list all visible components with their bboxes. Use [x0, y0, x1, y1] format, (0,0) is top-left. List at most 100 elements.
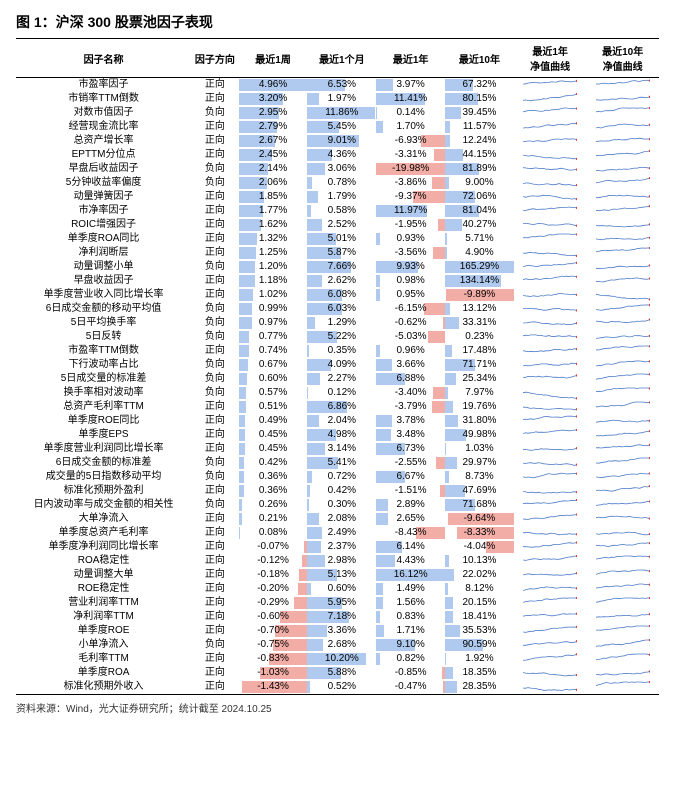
table-row: 动量弹簧因子正向1.85%1.79%-9.37%72.06%: [16, 190, 659, 204]
value-cell: 0.12%: [307, 386, 376, 400]
value-cell: 5.01%: [307, 232, 376, 246]
factor-direction: 负向: [191, 372, 239, 386]
factor-name: 单季度ROE: [16, 624, 191, 638]
value-cell: 0.72%: [307, 470, 376, 484]
value-cell: -3.56%: [376, 246, 445, 260]
factor-name: 单季度EPS: [16, 428, 191, 442]
factor-direction: 负向: [191, 638, 239, 652]
value-cell: 0.77%: [239, 330, 308, 344]
value-cell: 1.18%: [239, 274, 308, 288]
value-cell: 31.80%: [445, 414, 514, 428]
value-cell: 18.35%: [445, 666, 514, 680]
value-cell: 9.93%: [376, 260, 445, 274]
value-cell: 1.77%: [239, 204, 308, 218]
table-row: 换手率相对波动率负向0.57%0.12%-3.40%7.97%: [16, 386, 659, 400]
sparkline-10y: [586, 344, 659, 358]
factor-direction: 正向: [191, 526, 239, 540]
factor-direction: 正向: [191, 414, 239, 428]
sparkline-10y: [586, 330, 659, 344]
factor-direction: 正向: [191, 582, 239, 596]
factor-direction: 正向: [191, 484, 239, 498]
factor-name: 5日反转: [16, 330, 191, 344]
sparkline-10y: [586, 498, 659, 512]
table-row: 5日平均换手率负向0.97%1.29%-0.62%33.31%: [16, 316, 659, 330]
factor-direction: 正向: [191, 400, 239, 414]
table-row: EPTTM分位点正向2.45%4.36%-3.31%44.15%: [16, 148, 659, 162]
sparkline-10y: [586, 204, 659, 218]
value-cell: 0.49%: [239, 414, 308, 428]
value-cell: 1.71%: [376, 624, 445, 638]
value-cell: 72.06%: [445, 190, 514, 204]
factor-direction: 负向: [191, 456, 239, 470]
table-row: 5日反转负向0.77%5.22%-5.03%0.23%: [16, 330, 659, 344]
sparkline-1y: [514, 330, 587, 344]
col-header-w1: 最近1周: [239, 39, 308, 78]
value-cell: -3.40%: [376, 386, 445, 400]
value-cell: -8.33%: [445, 526, 514, 540]
sparkline-10y: [586, 232, 659, 246]
value-cell: 0.42%: [239, 456, 308, 470]
value-cell: 0.74%: [239, 344, 308, 358]
sparkline-1y: [514, 456, 587, 470]
factor-name: 大单净流入: [16, 512, 191, 526]
table-row: 总资产增长率正向2.67%9.01%-6.93%12.24%: [16, 134, 659, 148]
factor-direction: 正向: [191, 680, 239, 695]
factor-name: 早盘收益因子: [16, 274, 191, 288]
value-cell: 12.24%: [445, 134, 514, 148]
sparkline-10y: [586, 470, 659, 484]
factor-table: 因子名称因子方向最近1周最近1个月最近1年最近10年最近1年净值曲线最近10年净…: [16, 38, 659, 695]
sparkline-1y: [514, 92, 587, 106]
table-row: 6日成交金额的移动平均值负向0.99%6.03%-6.15%13.12%: [16, 302, 659, 316]
table-row: 单季度总资产毛利率正向0.08%2.49%-8.43%-8.33%: [16, 526, 659, 540]
sparkline-10y: [586, 246, 659, 260]
factor-name: 6日成交金额的标准差: [16, 456, 191, 470]
sparkline-1y: [514, 176, 587, 190]
value-cell: 8.73%: [445, 470, 514, 484]
value-cell: 3.36%: [307, 624, 376, 638]
factor-direction: 正向: [191, 218, 239, 232]
value-cell: 1.03%: [445, 442, 514, 456]
col-header-name: 因子名称: [16, 39, 191, 78]
sparkline-10y: [586, 106, 659, 120]
factor-direction: 负向: [191, 386, 239, 400]
sparkline-1y: [514, 526, 587, 540]
factor-direction: 正向: [191, 274, 239, 288]
factor-direction: 正向: [191, 120, 239, 134]
sparkline-1y: [514, 442, 587, 456]
value-cell: 5.45%: [307, 120, 376, 134]
value-cell: 1.97%: [307, 92, 376, 106]
factor-direction: 负向: [191, 106, 239, 120]
table-row: 市净率因子正向1.77%0.58%11.97%81.04%: [16, 204, 659, 218]
table-row: 大单净流入正向0.21%2.08%2.65%-9.64%: [16, 512, 659, 526]
sparkline-10y: [586, 288, 659, 302]
value-cell: 10.20%: [307, 652, 376, 666]
table-header-row: 因子名称因子方向最近1周最近1个月最近1年最近10年最近1年净值曲线最近10年净…: [16, 39, 659, 78]
sparkline-10y: [586, 484, 659, 498]
sparkline-10y: [586, 456, 659, 470]
factor-name: 标准化预期外盈利: [16, 484, 191, 498]
sparkline-10y: [586, 218, 659, 232]
factor-name: 市盈率TTM倒数: [16, 344, 191, 358]
value-cell: -4.04%: [445, 540, 514, 554]
factor-direction: 正向: [191, 652, 239, 666]
value-cell: -19.98%: [376, 162, 445, 176]
value-cell: 5.22%: [307, 330, 376, 344]
factor-direction: 正向: [191, 288, 239, 302]
sparkline-1y: [514, 652, 587, 666]
sparkline-10y: [586, 414, 659, 428]
sparkline-1y: [514, 316, 587, 330]
value-cell: 0.58%: [307, 204, 376, 218]
value-cell: 47.69%: [445, 484, 514, 498]
value-cell: 6.88%: [376, 372, 445, 386]
value-cell: 67.32%: [445, 78, 514, 93]
value-cell: 8.12%: [445, 582, 514, 596]
factor-direction: 负向: [191, 176, 239, 190]
factor-name: 单季度ROA: [16, 666, 191, 680]
value-cell: -5.03%: [376, 330, 445, 344]
value-cell: 80.15%: [445, 92, 514, 106]
value-cell: -2.55%: [376, 456, 445, 470]
value-cell: 11.86%: [307, 106, 376, 120]
factor-direction: 正向: [191, 512, 239, 526]
value-cell: 18.41%: [445, 610, 514, 624]
value-cell: 3.48%: [376, 428, 445, 442]
